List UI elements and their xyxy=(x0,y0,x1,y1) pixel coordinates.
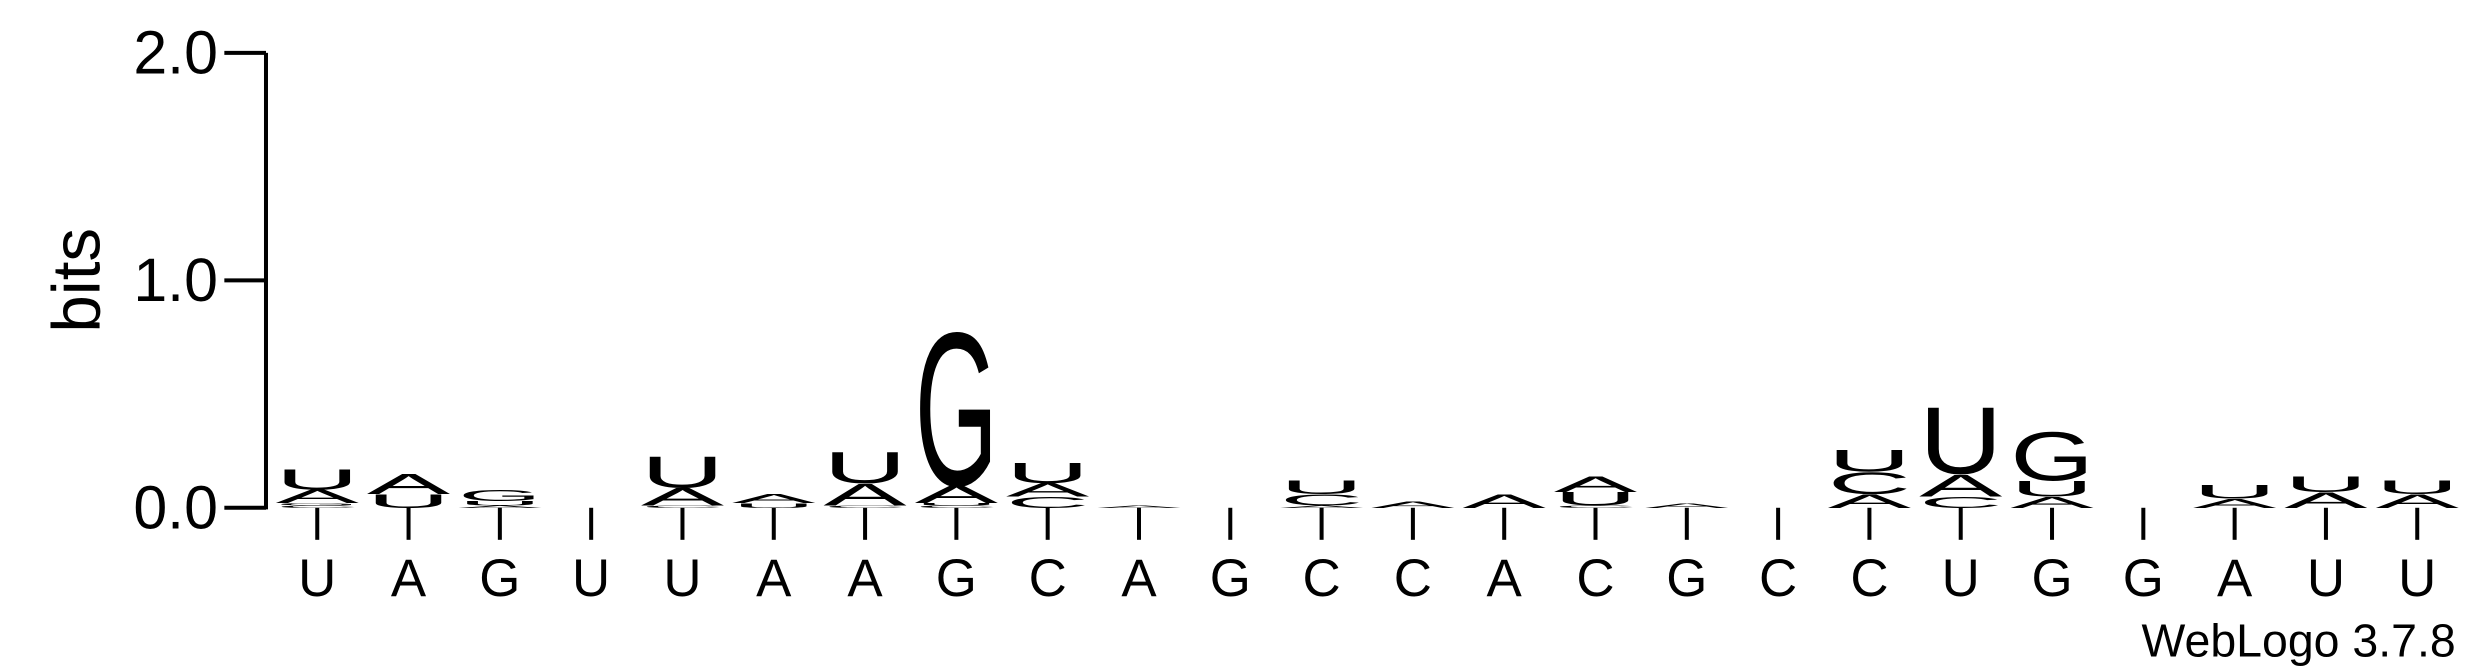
x-tick-label: U xyxy=(663,549,701,608)
logo-letter: A xyxy=(1645,502,1729,509)
logo-letter: U xyxy=(367,491,450,512)
x-tick-label: C xyxy=(1303,549,1341,608)
logo-letter: A xyxy=(1828,491,1912,512)
logo-letter: C xyxy=(1280,491,1363,509)
logo-letter: C xyxy=(641,505,724,509)
x-tick-label: G xyxy=(2123,549,2164,608)
logo-letter: G xyxy=(276,503,359,507)
logo-letter: U xyxy=(641,447,724,497)
logo-letter: U xyxy=(2193,481,2276,502)
x-tick-label: U xyxy=(2398,549,2436,608)
logo-letter: C xyxy=(1919,494,2002,512)
logo-letter: A xyxy=(2193,497,2276,511)
x-tick-label: C xyxy=(1394,549,1432,608)
logo-letter: U xyxy=(2376,477,2459,498)
x-tick-label: U xyxy=(2307,549,2345,608)
logo-letter: U xyxy=(1828,443,1911,479)
logo-letter: U xyxy=(1919,388,2002,494)
x-tick-label: U xyxy=(298,549,336,608)
logo-letter: A xyxy=(1371,499,1455,510)
x-tick-label: A xyxy=(1487,549,1523,608)
y-tick-label: 1.0 xyxy=(133,246,218,314)
logo-letter: C xyxy=(1006,494,1089,512)
x-tick-label: A xyxy=(756,549,792,608)
logo-letter: U xyxy=(2010,476,2093,501)
logo-letter: C xyxy=(915,505,998,509)
x-tick-label: G xyxy=(479,549,520,608)
footer: WebLogo 3.7.8 xyxy=(2142,615,2456,667)
logo-letter: A xyxy=(823,477,907,513)
x-tick-label: A xyxy=(1121,549,1157,608)
logo-letter: U xyxy=(1554,488,1637,509)
logo-letter: C xyxy=(276,505,359,509)
x-tick-label: G xyxy=(2031,549,2072,608)
logo-letter: C xyxy=(823,505,906,509)
logo-letter: A xyxy=(1463,491,1547,512)
logo-letter: A xyxy=(2010,494,2093,512)
x-tick-label: G xyxy=(936,549,977,608)
logo-letter: U xyxy=(915,503,998,507)
logo-letter: A xyxy=(276,486,360,507)
x-tick-label: U xyxy=(1942,549,1980,608)
logo-letter: U xyxy=(1006,457,1089,489)
x-tick-label: A xyxy=(847,549,883,608)
logo-letter: G xyxy=(458,487,541,505)
logo-letter: A xyxy=(1006,479,1090,500)
logo-letter: C xyxy=(1554,505,1637,509)
logo-letter: A xyxy=(458,505,542,509)
logo-letter: A xyxy=(1280,505,1364,509)
x-tick-label: G xyxy=(1666,549,1707,608)
x-tick-label: C xyxy=(1850,549,1888,608)
x-tick-label: C xyxy=(1576,549,1614,608)
logo-letter: U xyxy=(823,443,906,493)
logo-letter: A xyxy=(1554,472,1638,497)
x-tick-label: C xyxy=(1759,549,1797,608)
logo-letter: A xyxy=(2284,488,2368,513)
y-tick-label: 0.0 xyxy=(133,474,218,542)
x-tick-label: A xyxy=(391,549,427,608)
logo-letter: U xyxy=(732,502,815,509)
logo-letter: A xyxy=(1097,505,1181,509)
logo-letter: U xyxy=(1280,477,1363,498)
logo-letter: A xyxy=(641,482,724,511)
x-tick-label: U xyxy=(572,549,610,608)
logo-letter: C xyxy=(1828,465,1911,501)
logo-letter: G xyxy=(2010,418,2093,496)
logo-letter: A xyxy=(915,480,998,509)
logo-letter: A xyxy=(732,492,815,506)
logo-letter: A xyxy=(1919,468,2003,504)
y-tick-label: 2.0 xyxy=(133,19,218,87)
x-tick-label: G xyxy=(1210,549,1251,608)
logo-letter: U xyxy=(2284,472,2367,497)
logo-letter: G xyxy=(915,287,998,532)
x-tick-label: C xyxy=(1029,549,1067,608)
y-axis-label: bits xyxy=(39,228,114,333)
logo-letter: A xyxy=(2376,491,2460,512)
logo-letter: U xyxy=(276,464,359,496)
logo-letter: A xyxy=(367,468,451,500)
x-tick-label: A xyxy=(2217,549,2253,608)
logo-letter: U xyxy=(458,500,541,507)
